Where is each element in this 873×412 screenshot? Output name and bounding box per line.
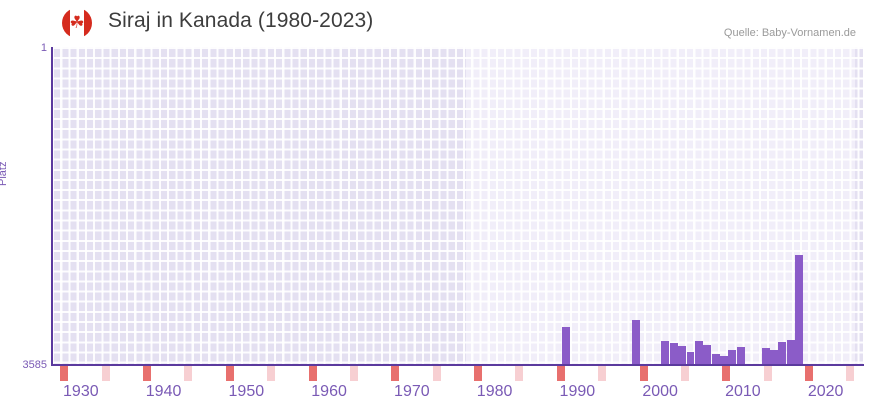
x-axis-label-1960: 1960 <box>311 383 347 400</box>
flag-band-right <box>84 8 92 38</box>
bar-2020[interactable] <box>787 340 795 365</box>
x-tick-2023 <box>846 366 855 381</box>
horizontal-gridlines <box>52 47 863 365</box>
x-tick-1978 <box>474 366 483 381</box>
x-axis-label-2000: 2000 <box>642 383 678 400</box>
bar-series <box>52 47 863 365</box>
bar-2021[interactable] <box>795 255 803 365</box>
x-tick-1928 <box>60 366 69 381</box>
bar-2014[interactable] <box>737 347 745 365</box>
source-note: Quelle: Baby-Vornamen.de <box>723 27 856 39</box>
bar-1991[interactable] <box>562 327 570 365</box>
x-axis-label-2020: 2020 <box>807 383 844 400</box>
x-tick-2018 <box>805 366 814 381</box>
canada-flag-icon: ☘ <box>62 8 92 38</box>
y-axis-line <box>51 47 53 366</box>
x-tick-1938 <box>143 366 152 381</box>
x-axis-label-1930: 1930 <box>63 383 99 400</box>
bar-2010[interactable] <box>703 345 711 365</box>
x-tick-1958 <box>308 366 317 381</box>
bar-2007[interactable] <box>678 346 686 365</box>
maple-leaf-icon: ☘ <box>69 13 85 32</box>
x-axis-label-1950: 1950 <box>228 383 265 400</box>
x-tick-1948 <box>225 366 234 381</box>
plot-area <box>52 47 863 365</box>
x-tick-2013 <box>763 366 772 381</box>
bar-2019[interactable] <box>778 342 786 365</box>
y-axis-label: Platz <box>0 161 9 186</box>
y-tick-bottom: 3585 <box>22 359 47 371</box>
bar-2000[interactable] <box>632 320 640 365</box>
x-tick-1968 <box>391 366 400 381</box>
bar-2009[interactable] <box>695 341 703 365</box>
bar-2011[interactable] <box>712 354 720 365</box>
bar-2018[interactable] <box>770 350 778 365</box>
bar-2012[interactable] <box>720 356 728 365</box>
bar-2006[interactable] <box>670 343 678 365</box>
x-tick-1983 <box>515 366 524 381</box>
page-title: Siraj in Kanada (1980-2023) <box>108 9 374 32</box>
y-tick-top: 1 <box>40 42 47 54</box>
chart-header: ☘ Siraj in Kanada (1980-2023) Quelle: Ba… <box>0 0 873 46</box>
x-tick-1963 <box>349 366 358 381</box>
x-tick-1973 <box>432 366 441 381</box>
x-axis-label-1980: 1980 <box>476 383 513 400</box>
x-axis-label-1940: 1940 <box>145 383 182 400</box>
x-tick-1943 <box>184 366 193 381</box>
bar-2008[interactable] <box>687 352 694 365</box>
x-tick-2003 <box>680 366 689 381</box>
x-tick-1988 <box>556 366 565 381</box>
bar-2005[interactable] <box>661 341 669 365</box>
x-tick-1933 <box>101 366 110 381</box>
x-tick-1953 <box>267 366 276 381</box>
bar-2013[interactable] <box>728 350 736 365</box>
bar-2017[interactable] <box>762 348 770 365</box>
x-axis-label-2010: 2010 <box>725 383 761 400</box>
x-tick-2008 <box>722 366 731 381</box>
flag-band-left <box>62 8 70 38</box>
x-axis-label-1990: 1990 <box>559 383 596 400</box>
x-axis-line <box>52 364 864 366</box>
x-axis-label-1970: 1970 <box>394 383 430 400</box>
x-axis-tickstrip <box>52 366 863 381</box>
x-tick-1998 <box>639 366 648 381</box>
x-tick-1993 <box>598 366 607 381</box>
